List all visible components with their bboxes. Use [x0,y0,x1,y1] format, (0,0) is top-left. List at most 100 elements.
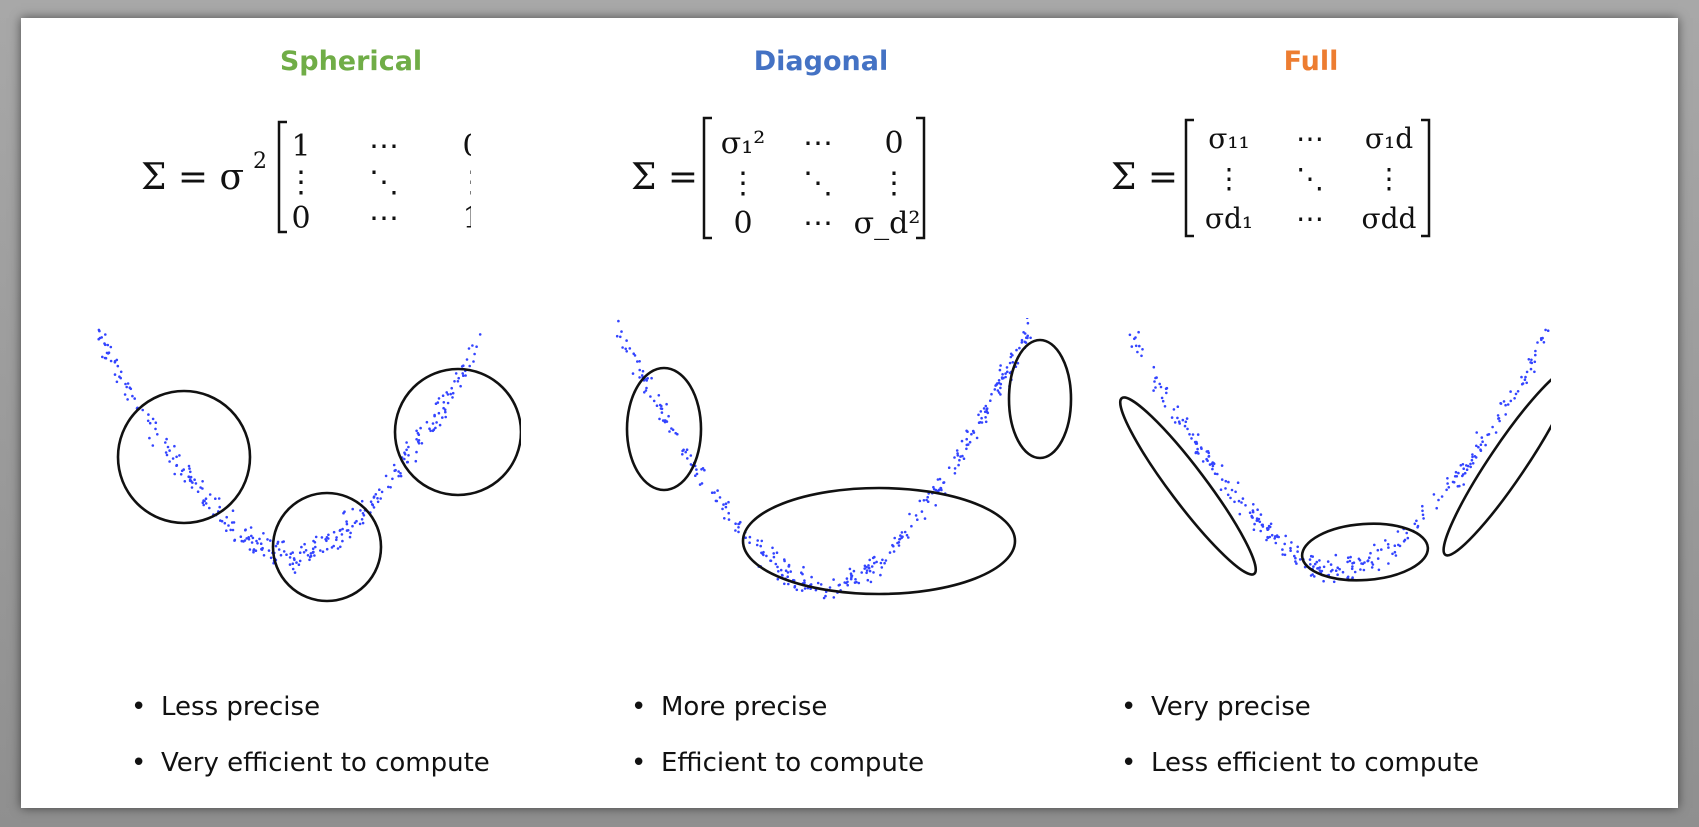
data-point [716,489,719,492]
data-point [325,547,329,551]
data-point [116,364,120,368]
data-point [802,565,805,569]
data-point [1332,580,1336,584]
bullet-list-spherical: Less precise Very efficient to compute [131,690,490,802]
panel-spherical: Spherical Σ = σ 2 1 ⋯ 0 ⋮ ⋱ ⋮ 0 ⋯ 1 [81,18,641,808]
data-point [700,482,704,485]
data-point [405,441,408,444]
data-point [1363,561,1366,564]
data-point [1446,482,1449,485]
data-point [449,392,453,396]
data-point [1186,427,1189,431]
data-point [638,360,641,363]
data-point [397,470,400,473]
data-point [1362,568,1366,572]
data-point [879,561,883,565]
data-point [965,447,968,451]
data-point [225,529,228,532]
data-point [1484,443,1487,447]
data-point [446,401,450,405]
data-point [1136,350,1139,354]
data-point [698,483,702,486]
data-point [313,554,316,557]
data-point [999,393,1002,396]
data-point [1318,559,1321,562]
data-point [787,582,790,586]
data-point [1181,418,1185,422]
data-point [204,502,208,505]
data-point [873,561,876,565]
data-point [978,421,982,424]
data-point [118,375,121,378]
data-point [269,556,273,560]
data-point [984,416,987,419]
data-point [289,552,293,556]
data-point [621,346,624,349]
data-point [1525,370,1529,374]
data-point [996,389,1000,392]
data-point [926,500,930,503]
data-point [1329,570,1333,573]
data-point [1213,472,1217,475]
data-point [880,566,884,569]
data-point [1240,501,1243,504]
data-point [971,429,975,433]
data-point [125,385,128,389]
data-point [670,427,673,430]
data-point [755,543,759,547]
data-point [231,509,235,512]
data-point [437,397,441,400]
data-point [462,364,465,367]
data-point [1359,568,1362,571]
data-point [1393,544,1397,547]
data-point [1319,570,1323,573]
data-point [188,478,192,481]
data-point [248,548,252,551]
data-point [1160,396,1164,400]
data-point [269,539,272,542]
data-point [1220,478,1224,481]
data-point [1318,566,1322,569]
data-point [208,493,212,496]
data-point [1376,548,1380,552]
data-point [888,551,892,554]
data-point [846,580,849,584]
bullet-item: Less precise [131,690,490,746]
data-point [1308,558,1312,561]
data-point [1185,417,1189,420]
data-point [1294,556,1297,560]
data-point [1184,420,1188,424]
data-point [795,588,799,592]
data-point [399,474,403,478]
data-point [1516,390,1520,393]
data-point [892,550,896,553]
data-point [327,533,330,537]
data-point [1196,447,1199,451]
data-point [1273,535,1277,538]
data-point [644,389,648,392]
data-point [957,463,960,467]
data-point [1020,338,1024,342]
data-point [1496,414,1500,417]
data-point [282,540,285,543]
data-point [962,457,966,460]
data-point [1338,567,1341,571]
data-point [965,443,969,447]
data-point [1229,496,1232,500]
cluster-ellipse [393,367,521,497]
data-point [164,451,168,454]
data-point [898,538,901,541]
data-point [1470,458,1474,462]
matrix-cell: ⋱ [803,166,833,201]
data-point [360,518,364,521]
data-point [1191,433,1195,436]
data-point [899,534,902,537]
data-point [727,500,730,504]
data-point [908,512,911,516]
matrix-cell: σd₁ [1205,202,1253,235]
data-point [303,542,306,546]
data-point [724,505,728,509]
data-point [1267,524,1271,528]
data-point [1352,561,1356,564]
data-point [227,524,230,527]
